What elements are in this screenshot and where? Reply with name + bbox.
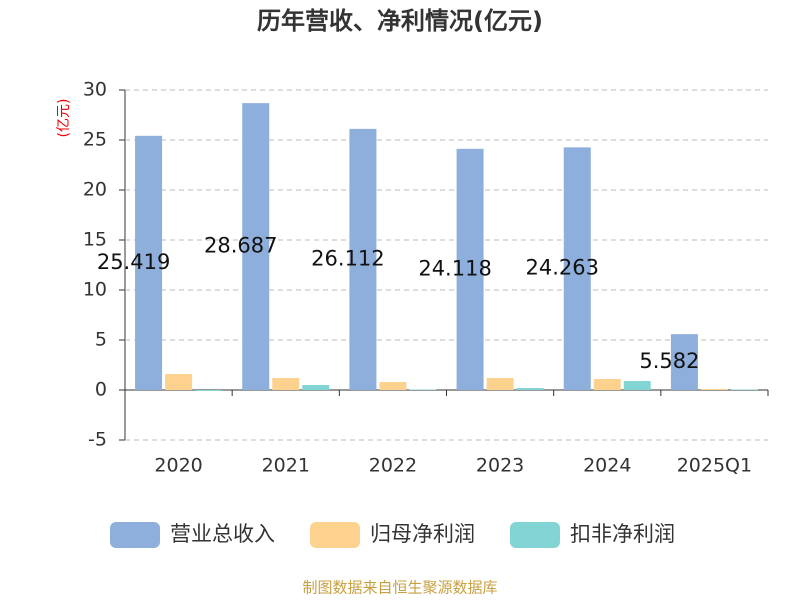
legend-swatch bbox=[510, 522, 560, 548]
y-axis-label: (亿元) bbox=[56, 99, 72, 138]
data-label: 24.263 bbox=[526, 256, 599, 280]
data-label: 25.419 bbox=[97, 250, 170, 274]
y-tick-label: 25 bbox=[83, 129, 107, 151]
x-tick-label: 2020 bbox=[154, 455, 202, 477]
y-tick-label: -5 bbox=[88, 429, 107, 451]
bar bbox=[730, 389, 758, 390]
chart-title: 历年营收、净利情况(亿元) bbox=[257, 7, 543, 35]
source-note: 制图数据来自恒生聚源数据库 bbox=[302, 579, 497, 597]
bar bbox=[379, 382, 407, 390]
bar bbox=[700, 389, 728, 390]
y-tick-label: 20 bbox=[83, 179, 107, 201]
bar bbox=[623, 381, 651, 390]
bar bbox=[195, 390, 223, 391]
bar bbox=[486, 378, 514, 390]
data-label: 24.118 bbox=[418, 256, 491, 280]
legend-label: 扣非净利润 bbox=[570, 522, 675, 546]
x-tick-label: 2025Q1 bbox=[677, 455, 752, 477]
bar bbox=[593, 379, 621, 390]
bar bbox=[670, 334, 698, 390]
y-tick-label: 10 bbox=[83, 279, 107, 301]
y-tick-label: 0 bbox=[95, 379, 107, 401]
bar bbox=[516, 388, 544, 390]
x-tick-label: 2022 bbox=[369, 455, 417, 477]
data-label: 28.687 bbox=[204, 234, 277, 258]
bar bbox=[272, 378, 300, 390]
y-tick-label: 5 bbox=[95, 329, 107, 351]
legend-swatch bbox=[110, 522, 160, 548]
x-tick-label: 2021 bbox=[262, 455, 310, 477]
legend-label: 营业总收入 bbox=[170, 522, 275, 546]
bar bbox=[349, 128, 377, 390]
data-label: 26.112 bbox=[311, 246, 384, 270]
bar bbox=[242, 103, 270, 390]
y-tick-label: 30 bbox=[83, 79, 107, 101]
bar bbox=[302, 385, 330, 390]
legend-label: 归母净利润 bbox=[370, 522, 475, 546]
x-tick-label: 2024 bbox=[583, 455, 631, 477]
bar bbox=[409, 389, 437, 390]
legend-swatch bbox=[310, 522, 360, 548]
bar bbox=[563, 147, 591, 390]
x-tick-label: 2023 bbox=[476, 455, 524, 477]
bar bbox=[165, 374, 193, 390]
bar bbox=[456, 148, 484, 390]
bar bbox=[135, 135, 163, 390]
data-label: 5.582 bbox=[639, 349, 699, 373]
y-tick-label: 15 bbox=[83, 229, 107, 251]
